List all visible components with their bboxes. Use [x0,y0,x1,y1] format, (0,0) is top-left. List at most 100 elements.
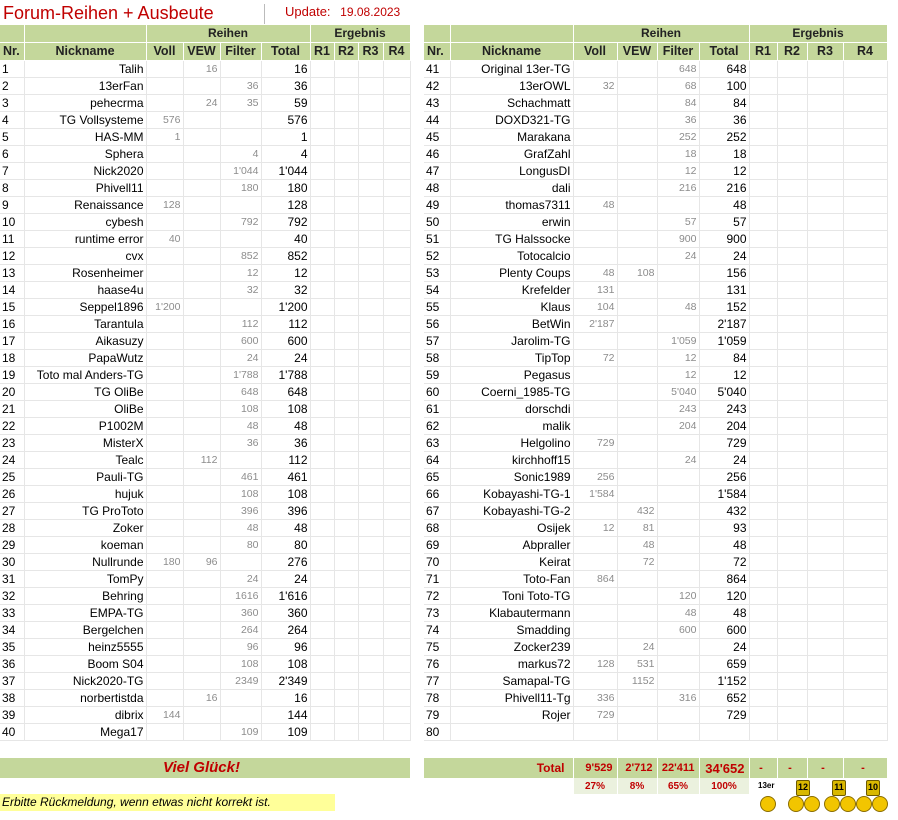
row-nr: 15 [0,298,25,316]
row-r2 [777,213,808,231]
row-r3 [807,60,844,78]
row-r3 [807,468,844,486]
row-r1 [749,536,778,554]
row-voll: 729 [573,434,618,452]
row-r3 [358,400,384,418]
row-filter [657,519,700,537]
row-r2 [777,587,808,605]
row-voll: 131 [573,281,618,299]
row-filter [657,502,700,520]
row-total: 16 [261,689,311,707]
row-vew [617,111,658,129]
table-row: 66 Kobayashi-TG-1 1'584 1'584 [424,485,888,503]
row-r3 [358,655,384,673]
row-nickname: erwin [450,213,574,231]
row-r3 [358,366,384,384]
row-total: 432 [699,502,750,520]
row-vew [183,604,221,622]
row-r1 [310,570,335,588]
row-r3 [807,383,844,401]
row-nr: 16 [0,315,25,333]
header-voll: Voll [146,42,184,61]
row-r3 [807,451,844,469]
table-row: 62 malik 204 204 [424,417,888,435]
row-total: 792 [261,213,311,231]
row-r1 [749,519,778,537]
row-r1 [749,383,778,401]
row-nr: 3 [0,94,25,112]
table-row: 67 Kobayashi-TG-2 432 432 [424,502,888,520]
row-nr: 37 [0,672,25,690]
row-nr: 47 [424,162,451,180]
row-r2 [334,230,359,248]
row-nickname: koeman [24,536,147,554]
row-vew [617,298,658,316]
row-total: 1 [261,128,311,146]
row-voll [573,502,618,520]
row-total: 108 [261,655,311,673]
row-r4 [383,247,411,265]
row-nr: 28 [0,519,25,537]
row-filter: 648 [657,60,700,78]
header-nickname: Nickname [24,42,147,61]
row-voll [573,230,618,248]
row-r1 [310,689,335,707]
table-row: 28 Zoker 48 48 [0,519,411,537]
row-r2 [334,94,359,112]
row-total: 1'044 [261,162,311,180]
row-filter: 316 [657,689,700,707]
row-r2 [777,298,808,316]
row-r1 [749,604,778,622]
table-row: 60 Coerni_1985-TG 5'040 5'040 [424,383,888,401]
row-vew [183,655,221,673]
row-total: 57 [699,213,750,231]
row-r1 [310,604,335,622]
row-vew: 112 [183,451,221,469]
row-total: 16 [261,60,311,78]
row-vew [617,128,658,146]
row-r4 [843,553,888,571]
row-r2 [777,349,808,367]
row-r1 [310,315,335,333]
row-filter: 108 [220,400,262,418]
row-nickname: TomPy [24,570,147,588]
row-vew [617,706,658,724]
row-vew [617,366,658,384]
row-nr: 71 [424,570,451,588]
row-r2 [334,400,359,418]
row-filter: 32 [220,281,262,299]
row-total: 112 [261,315,311,333]
row-vew [183,213,221,231]
row-filter: 1'044 [220,162,262,180]
row-filter: 4 [220,145,262,163]
row-nickname: Boom S04 [24,655,147,673]
row-r4 [843,196,888,214]
row-r3 [358,247,384,265]
row-r1 [310,706,335,724]
row-r3 [807,162,844,180]
table-row: 16 Tarantula 112 112 [0,315,411,333]
smiley-icon [824,796,840,812]
row-r2 [334,536,359,554]
row-nickname: Samapal-TG [450,672,574,690]
row-r3 [358,77,384,95]
table-row: 1 Talih 16 16 [0,60,411,78]
row-nr: 40 [0,723,25,741]
row-r1 [749,264,778,282]
row-r2 [777,570,808,588]
row-r2 [334,111,359,129]
row-nr: 14 [0,281,25,299]
row-filter [657,434,700,452]
table-row: 73 Klabautermann 48 48 [424,604,888,622]
table-row: 12 cvx 852 852 [0,247,411,265]
row-nr: 41 [424,60,451,78]
row-nickname: Smadding [450,621,574,639]
row-r1 [749,638,778,656]
row-nickname: runtime error [24,230,147,248]
row-voll: 48 [573,264,618,282]
row-total: 652 [699,689,750,707]
row-filter: 108 [220,655,262,673]
ranking-table-left: Reihen Ergebnis Nr. Nickname Voll VEW Fi… [0,25,411,741]
row-nickname: Kobayashi-TG-1 [450,485,574,503]
table-row: 19 Toto mal Anders-TG 1'788 1'788 [0,366,411,384]
